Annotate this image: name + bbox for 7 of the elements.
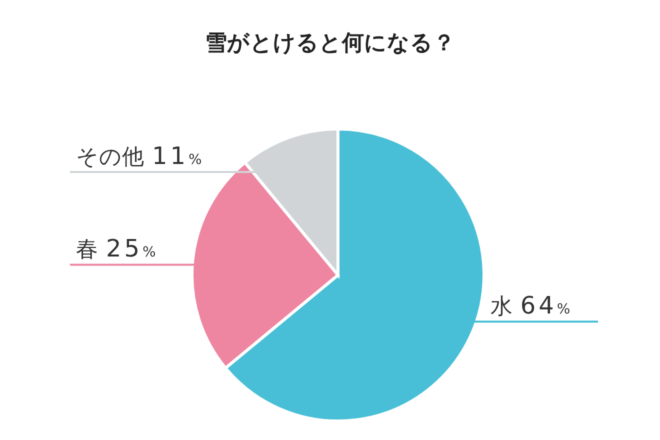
data-label: 25% (106, 234, 156, 263)
chart-title: 雪がとけると何になる？ (204, 30, 456, 58)
slice-label: 水 (490, 294, 512, 320)
data-label: 11% (152, 142, 202, 170)
slice-label: その他 (76, 144, 144, 170)
data-label: 64% (520, 292, 570, 320)
slice-label: 春 (76, 238, 98, 263)
